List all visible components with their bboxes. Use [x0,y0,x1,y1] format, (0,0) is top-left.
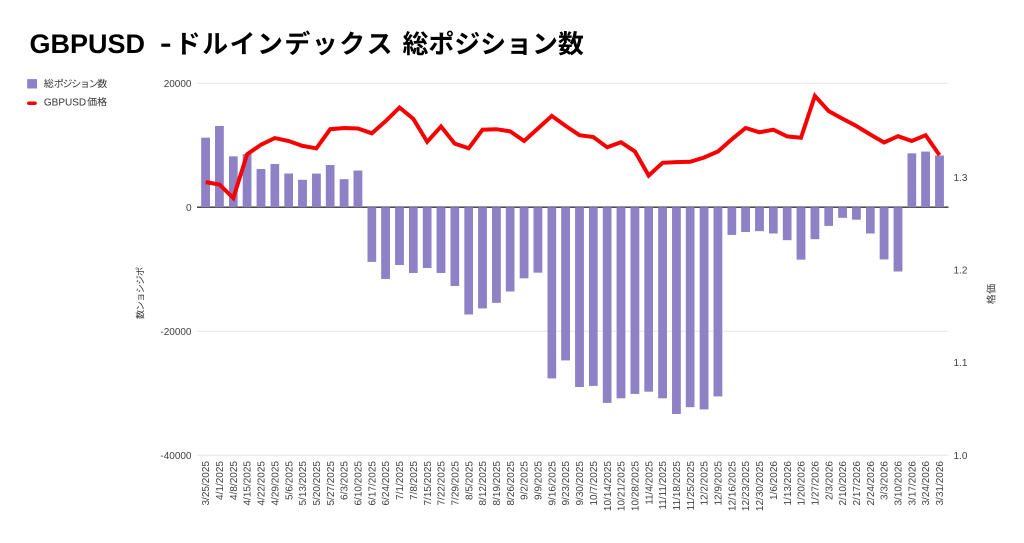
svg-text:3/31/2026: 3/31/2026 [935,461,946,506]
svg-text:10/28/2025: 10/28/2025 [631,461,642,511]
svg-text:2/3/2026: 2/3/2026 [824,461,835,500]
svg-text:7/29/2025: 7/29/2025 [450,461,461,506]
svg-text:12/23/2025: 12/23/2025 [741,461,752,511]
svg-text:1.0: 1.0 [954,451,968,462]
svg-text:7/15/2025: 7/15/2025 [423,461,434,506]
svg-text:-40000: -40000 [160,451,192,462]
svg-text:12/2/2025: 12/2/2025 [700,461,711,506]
svg-text:1.3: 1.3 [954,173,968,184]
svg-text:11/18/2025: 11/18/2025 [672,461,683,511]
svg-text:9/23/2025: 9/23/2025 [561,461,572,506]
svg-text:5/20/2025: 5/20/2025 [312,461,323,506]
svg-text:7/8/2025: 7/8/2025 [409,461,420,500]
svg-text:8/26/2025: 8/26/2025 [506,461,517,506]
svg-text:5/6/2025: 5/6/2025 [284,461,295,500]
svg-text:4/1/2025: 4/1/2025 [215,461,226,500]
svg-text:11/11/2025: 11/11/2025 [658,461,669,510]
svg-text:20000: 20000 [164,79,192,90]
svg-text:5/13/2025: 5/13/2025 [298,461,309,506]
svg-text:3/10/2026: 3/10/2026 [894,461,905,506]
svg-text:6/10/2025: 6/10/2025 [354,461,365,506]
svg-text:12/30/2025: 12/30/2025 [755,461,766,511]
svg-text:6/17/2025: 6/17/2025 [367,461,378,506]
svg-text:1/13/2026: 1/13/2026 [783,461,794,506]
svg-text:6/3/2025: 6/3/2025 [340,461,351,500]
svg-text:9/2/2025: 9/2/2025 [520,461,531,500]
svg-text:4/22/2025: 4/22/2025 [257,461,268,506]
svg-text:5/27/2025: 5/27/2025 [326,461,337,506]
svg-text:10/7/2025: 10/7/2025 [589,461,600,506]
svg-text:6/24/2025: 6/24/2025 [381,461,392,506]
svg-text:4/15/2025: 4/15/2025 [243,461,254,506]
svg-text:8/5/2025: 8/5/2025 [464,461,475,500]
svg-text:7/1/2025: 7/1/2025 [395,461,406,500]
svg-text:7/22/2025: 7/22/2025 [437,461,448,506]
svg-text:2/10/2026: 2/10/2026 [838,461,849,506]
svg-text:4/8/2025: 4/8/2025 [229,461,240,500]
svg-text:9/9/2025: 9/9/2025 [534,461,545,500]
svg-text:1.2: 1.2 [954,266,968,277]
svg-text:3/3/2026: 3/3/2026 [880,461,891,500]
svg-text:4/29/2025: 4/29/2025 [270,461,281,506]
svg-text:11/25/2025: 11/25/2025 [686,461,697,511]
svg-text:1/20/2026: 1/20/2026 [797,461,808,506]
svg-text:3/17/2026: 3/17/2026 [907,461,918,506]
svg-text:12/9/2025: 12/9/2025 [714,461,725,506]
svg-text:3/24/2026: 3/24/2026 [921,461,932,506]
svg-text:8/19/2025: 8/19/2025 [492,461,503,506]
svg-text:3/25/2025: 3/25/2025 [201,461,212,506]
svg-text:2/17/2026: 2/17/2026 [852,461,863,506]
svg-text:12/16/2025: 12/16/2025 [727,461,738,511]
svg-text:1/27/2026: 1/27/2026 [811,461,822,506]
svg-text:-20000: -20000 [160,327,192,338]
svg-text:1/6/2026: 1/6/2026 [769,461,780,500]
svg-text:8/12/2025: 8/12/2025 [478,461,489,506]
svg-text:11/4/2025: 11/4/2025 [644,461,655,505]
svg-text:GBPUSD: GBPUSD [30,29,146,59]
svg-text:GBPUSD: GBPUSD [44,97,86,108]
svg-text:2/24/2026: 2/24/2026 [866,461,877,506]
svg-text:0: 0 [186,203,192,214]
svg-text:1.1: 1.1 [954,358,968,369]
svg-text:9/30/2025: 9/30/2025 [575,461,586,506]
svg-text:9/16/2025: 9/16/2025 [547,461,558,506]
svg-text:10/21/2025: 10/21/2025 [617,461,628,511]
svg-text:10/14/2025: 10/14/2025 [603,461,614,511]
